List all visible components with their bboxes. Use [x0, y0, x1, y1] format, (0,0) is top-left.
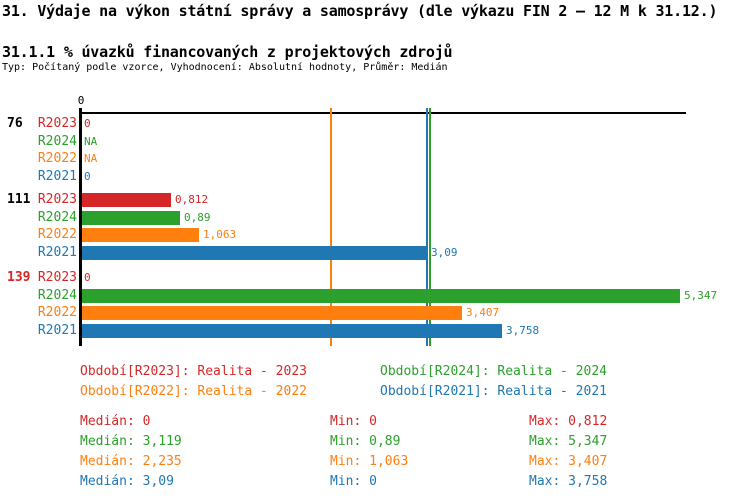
- series-label-r2023: R2023: [37, 270, 77, 285]
- stat-median-r2021: Medián: 3,09: [80, 474, 174, 489]
- series-label-r2022: R2022: [37, 151, 77, 166]
- legend-item-r2021: Období[R2021]: Realita - 2021: [380, 384, 607, 399]
- value-label-111-r2023: 0,812: [175, 193, 209, 206]
- stat-min-r2022: Min: 1,063: [330, 454, 409, 469]
- series-label-r2024: R2024: [37, 288, 77, 303]
- value-label-76-r2023: 0: [84, 117, 91, 130]
- bar-111-r2021: [82, 246, 427, 260]
- stat-max-r2021: Max: 3,758: [529, 474, 608, 489]
- group-label-76: 76: [7, 116, 23, 131]
- indicator-subtitle: 31.1.1 % úvazků financovaných z projekto…: [2, 43, 453, 61]
- page-title: 31. Výdaje na výkon státní správy a samo…: [2, 2, 718, 20]
- series-label-r2023: R2023: [37, 192, 77, 207]
- series-label-r2021: R2021: [37, 169, 77, 184]
- bar-139-r2022: [82, 306, 462, 320]
- value-label-111-r2021: 3,09: [431, 246, 458, 259]
- value-label-76-r2022: NA: [84, 152, 98, 165]
- value-label-76-r2021: 0: [84, 170, 91, 183]
- bar-111-r2024: [82, 211, 180, 225]
- series-label-r2021: R2021: [37, 323, 77, 338]
- bar-139-r2024: [82, 289, 680, 303]
- legend-item-r2023: Období[R2023]: Realita - 2023: [80, 364, 307, 379]
- stat-median-r2022: Medián: 2,235: [80, 454, 182, 469]
- series-label-r2023: R2023: [37, 116, 77, 131]
- x-axis-tick-zero: 0: [77, 94, 85, 107]
- series-label-r2022: R2022: [37, 227, 77, 242]
- bar-chart: 0 76 R2023 0 R2024 NA R2022 NA R2021 0 111 R2023 0,…: [7, 94, 718, 346]
- legend-item-r2024: Období[R2024]: Realita - 2024: [380, 364, 607, 379]
- series-label-r2022: R2022: [37, 305, 77, 320]
- series-label-r2024: R2024: [37, 210, 77, 225]
- bar-139-r2021: [82, 324, 502, 338]
- median-line-r2022: [330, 108, 332, 346]
- y-axis-line: [79, 108, 82, 346]
- legend-item-r2022: Období[R2022]: Realita - 2022: [80, 384, 307, 399]
- value-label-111-r2022: 1,063: [203, 228, 237, 241]
- series-label-r2024: R2024: [37, 134, 77, 149]
- bar-111-r2022: [82, 228, 199, 242]
- bar-111-r2023: [82, 193, 171, 207]
- value-label-139-r2024: 5,347: [684, 289, 718, 302]
- value-label-111-r2024: 0,89: [184, 211, 211, 224]
- group-label-139: 139: [7, 270, 31, 285]
- median-line-r2024: [429, 108, 431, 346]
- stat-min-r2024: Min: 0,89: [330, 434, 401, 449]
- stat-median-r2024: Medián: 3,119: [80, 434, 182, 449]
- x-axis-line: [79, 112, 686, 114]
- value-label-139-r2022: 3,407: [466, 306, 500, 319]
- value-label-139-r2023: 0: [84, 271, 91, 284]
- stat-min-r2021: Min: 0: [330, 474, 377, 489]
- median-line-r2021: [426, 108, 428, 346]
- indicator-meta-line: Typ: Počítaný podle vzorce, Vyhodnocení:…: [2, 62, 448, 73]
- group-label-111: 111: [7, 192, 31, 207]
- stat-max-r2024: Max: 5,347: [529, 434, 608, 449]
- value-label-139-r2021: 3,758: [506, 324, 540, 337]
- value-label-76-r2024: NA: [84, 135, 98, 148]
- stat-max-r2022: Max: 3,407: [529, 454, 608, 469]
- stat-median-r2023: Medián: 0: [80, 414, 151, 429]
- stat-min-r2023: Min: 0: [330, 414, 377, 429]
- series-label-r2021: R2021: [37, 245, 77, 260]
- stat-max-r2023: Max: 0,812: [529, 414, 608, 429]
